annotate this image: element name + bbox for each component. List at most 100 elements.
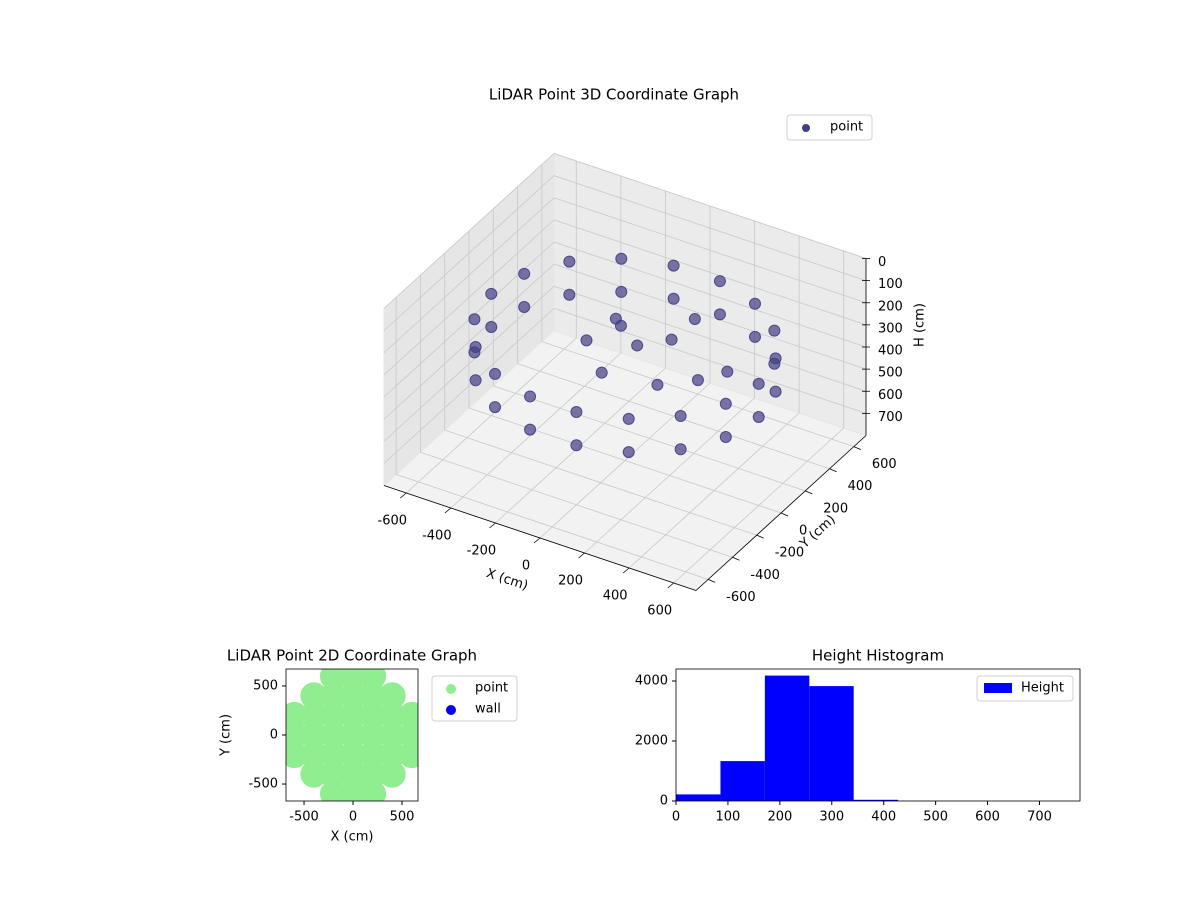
y-tick [853,446,862,450]
point [319,682,347,710]
point [719,430,732,443]
grid-line [383,219,555,376]
x-tick [533,537,541,544]
point [570,439,583,452]
legend-marker [802,124,810,132]
point [468,346,481,359]
grid-line [553,153,867,259]
z-tick-label: 200 [878,299,903,314]
point [359,669,387,690]
y-tick-label: 0 [660,794,668,809]
y-tick-label: 400 [848,479,873,494]
point [398,701,418,729]
y-tick [732,556,740,561]
point [378,721,406,749]
chart-title: Height Histogram [812,647,944,665]
grid-line [383,197,555,354]
point [300,721,328,749]
point [300,701,328,729]
point [359,721,387,749]
point [615,252,628,265]
point [469,374,482,387]
z-tick-label: 500 [878,366,903,381]
z-tick-label: 100 [878,277,903,292]
x-tick-label: 0 [522,559,530,574]
x-tick-label: 400 [871,810,896,825]
x-tick [444,507,452,514]
y-tick-label: -200 [775,546,805,561]
point [667,259,680,272]
x-tick-label: 400 [603,589,628,604]
point [713,308,726,321]
axes-frame [675,668,1081,802]
point [752,411,765,423]
point [359,760,387,788]
y-tick-label: -600 [726,590,756,605]
x-tick-label: 600 [975,810,1000,825]
grid-line [383,153,555,309]
grid-line [541,341,854,447]
x-axis [383,485,697,591]
x-tick [489,522,496,529]
point [339,682,367,710]
y-tick [707,579,716,583]
point [691,374,704,387]
point [378,701,406,729]
legend-marker [984,683,1012,693]
x-tick-label: -600 [378,514,408,529]
z-tick-label: 0 [878,255,886,270]
point [359,701,387,729]
bar [764,675,810,801]
point [563,288,576,301]
bar [853,799,899,801]
y-tick-label: 4000 [635,674,668,689]
y-tick [756,534,764,539]
grid-line [553,219,867,326]
legend-marker [446,705,456,715]
y-tick [780,512,789,517]
bar [676,794,721,801]
point [378,682,406,710]
point [768,324,781,337]
bar [720,761,765,801]
point [319,741,347,769]
point [485,287,498,300]
point [563,255,576,268]
grid-line [553,263,867,370]
x-tick [400,492,407,499]
grid-line [517,363,830,470]
legend-box [786,114,873,141]
grid-line [553,241,867,348]
point [339,741,367,769]
point [518,267,531,280]
grid-line [553,197,867,304]
grid-line [396,474,709,580]
point [651,378,664,391]
x-tick [667,582,674,589]
y-tick-label: 500 [253,678,278,693]
y-axis [695,435,867,591]
point [339,721,367,749]
x-tick-label: 600 [647,604,672,619]
point [339,701,367,729]
x-tick-label: 200 [558,574,583,589]
point [485,321,498,333]
legend-label: point [830,120,863,135]
point [749,297,761,310]
y-tick-label: 2000 [635,734,668,749]
z-tick-label: 600 [878,388,903,403]
point [667,292,680,305]
point [524,423,537,436]
legend-marker [446,684,456,694]
plot-area [286,669,418,801]
point [518,301,531,314]
bar [809,686,854,801]
z-tick-label: 700 [878,410,903,425]
legend-label: point [475,681,508,696]
x-tick-label: -200 [467,544,497,559]
point [570,406,583,419]
grid-line [553,175,867,282]
point [631,339,644,352]
point [688,313,701,326]
